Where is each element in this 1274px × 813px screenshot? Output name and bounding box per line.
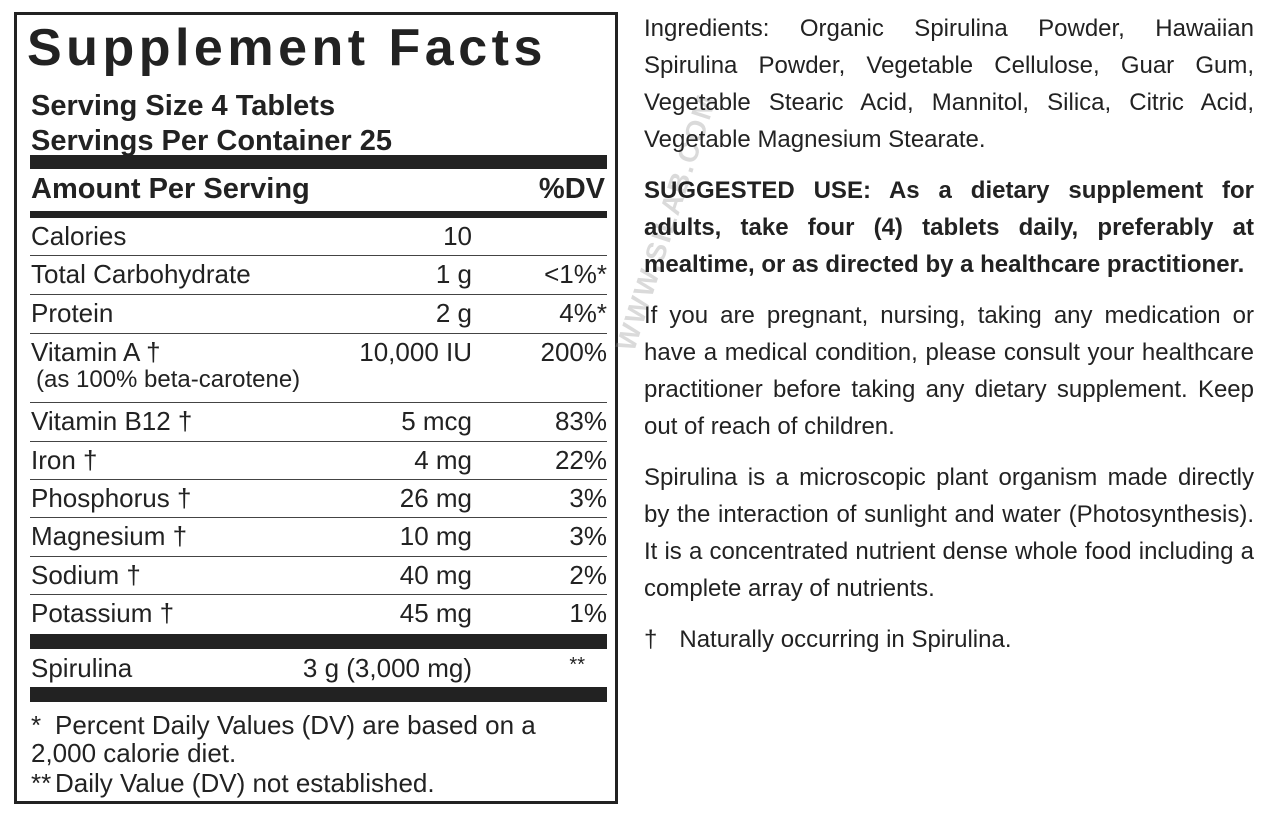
blend-name: Spirulina: [31, 653, 133, 683]
nutrient-amount: 1 g: [435, 259, 472, 289]
footnote-text: Daily Value (DV) not established.: [55, 768, 435, 798]
nutrient-row: Sodium † 40 mg 2%: [30, 557, 607, 595]
nutrient-dv: 3%: [569, 483, 607, 513]
footnote-text: Percent Daily Values (DV) are based on a…: [31, 710, 536, 768]
nutrient-dv: 200%: [540, 337, 608, 367]
nutrient-name: Phosphorus †: [31, 483, 192, 513]
nutrient-row: Vitamin B12 † 5 mcg 83%: [30, 403, 607, 442]
thick-divider: [30, 155, 607, 169]
nutrient-name: Sodium †: [31, 560, 141, 590]
nutrient-row: Vitamin A † (as 100% beta-carotene) 10,0…: [30, 334, 607, 403]
footnote-symbol: *: [31, 710, 42, 740]
nutrient-source: (as 100% beta-carotene): [36, 366, 301, 393]
nutrient-row: Calories 10: [30, 218, 607, 256]
warning-text: If you are pregnant, nursing, taking any…: [644, 302, 1254, 440]
nutrient-name: Vitamin B12 †: [31, 406, 193, 436]
dagger-symbol: †: [644, 626, 658, 653]
medium-divider: [30, 211, 607, 218]
ingredients-text: Ingredients: Organic Spirulina Powder, H…: [644, 15, 1254, 153]
facts-title: Supplement Facts: [27, 19, 547, 77]
nutrient-row: Protein 2 g 4%*: [30, 295, 607, 334]
blend-amount: 3 g (3,000 mg): [302, 653, 472, 683]
blend-row: Spirulina 3 g (3,000 mg) **: [30, 650, 607, 688]
nutrient-name: Iron †: [31, 445, 98, 475]
nutrient-dv: 22%: [554, 445, 607, 475]
info-column: Ingredients: Organic Spirulina Powder, H…: [644, 10, 1254, 672]
suggested-use-text: SUGGESTED USE: As a dietary supplement f…: [644, 177, 1254, 278]
nutrient-dv: 4%*: [559, 298, 607, 328]
nutrient-amount: 10: [443, 221, 472, 251]
dv-header: %DV: [538, 173, 605, 205]
nutrient-row: Magnesium † 10 mg 3%: [30, 518, 607, 557]
nutrient-amount: 26 mg: [399, 483, 472, 513]
dagger-note-text: Naturally occurring in Spirulina.: [679, 626, 1012, 653]
nutrient-dv: 83%: [554, 406, 607, 436]
nutrient-dv: 3%: [569, 521, 607, 551]
nutrient-amount: 4 mg: [414, 445, 472, 475]
nutrient-amount: 45 mg: [399, 598, 472, 628]
amount-per-serving-header: Amount Per Serving: [31, 173, 310, 205]
nutrient-row: Potassium † 45 mg 1%: [30, 595, 607, 633]
footnote-symbol: **: [31, 768, 52, 798]
nutrient-name: Magnesium †: [31, 521, 188, 551]
blend-dv: **: [569, 654, 585, 676]
footnote-dv: * Percent Daily Values (DV) are based on …: [31, 711, 591, 767]
nutrient-name: Total Carbohydrate: [31, 259, 251, 289]
nutrient-amount: 10,000 IU: [359, 337, 472, 367]
nutrient-dv: 2%: [569, 560, 607, 590]
nutrient-name: Calories: [31, 221, 127, 251]
nutrient-row: Iron † 4 mg 22%: [30, 442, 607, 480]
description-text: Spirulina is a microscopic plant organis…: [644, 464, 1254, 602]
thick-divider: [30, 687, 607, 702]
nutrient-row: Total Carbohydrate 1 g <1%*: [30, 256, 607, 295]
servings-per-container: Servings Per Container 25: [31, 125, 393, 157]
nutrient-amount: 40 mg: [399, 560, 472, 590]
nutrient-amount: 10 mg: [399, 521, 472, 551]
nutrient-dv: 1%: [569, 598, 607, 628]
nutrient-amount: 5 mcg: [401, 406, 472, 436]
thick-divider: [30, 634, 607, 649]
nutrient-name: Potassium †: [31, 598, 175, 628]
nutrient-name: Vitamin A †: [31, 337, 161, 367]
footnote-not-established: ** Daily Value (DV) not established.: [31, 769, 591, 797]
nutrient-row: Phosphorus † 26 mg 3%: [30, 480, 607, 518]
nutrient-name: Protein: [31, 298, 114, 328]
nutrient-amount: 2 g: [435, 298, 472, 328]
supplement-facts-panel: Supplement Facts Serving Size 4 Tablets …: [14, 12, 618, 804]
serving-size: Serving Size 4 Tablets: [31, 90, 336, 122]
nutrient-dv: <1%*: [544, 259, 607, 289]
dagger-note: † Naturally occurring in Spirulina.: [644, 621, 1254, 658]
